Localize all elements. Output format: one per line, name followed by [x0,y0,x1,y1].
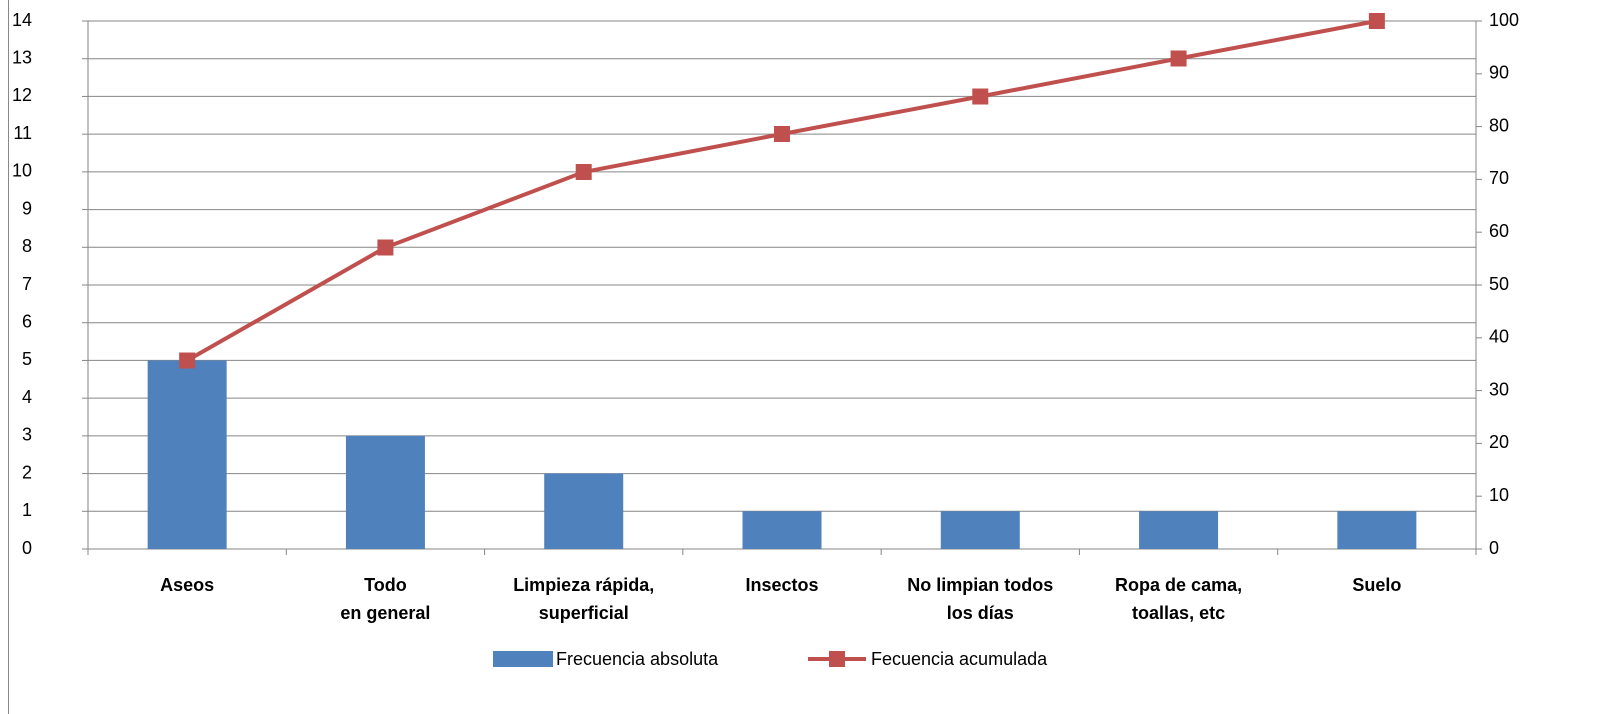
y2-tick-label: 40 [1489,327,1509,347]
marker [179,352,196,369]
y-tick-label: 14 [12,10,32,30]
bar [147,360,227,549]
x-tick-label: No limpian todos los días [907,575,1053,623]
y2-tick-label: 20 [1489,432,1509,452]
y-tick-label: 8 [22,236,32,256]
legend-swatch [493,651,553,667]
marker [972,88,989,105]
y2-tick-label: 10 [1489,485,1509,505]
y2-tick-label: 30 [1489,379,1509,399]
y2-tick-label: 80 [1489,115,1509,135]
y2-tick-label: 70 [1489,168,1509,188]
y-tick-label: 10 [12,161,32,181]
legend-label: Frecuencia absoluta [556,649,719,669]
y2-tick-label: 0 [1489,538,1499,558]
bar [940,511,1020,549]
x-tick-label: Suelo [1352,575,1401,595]
bar [1139,511,1219,549]
y2-tick-label: 50 [1489,274,1509,294]
y-tick-label: 3 [22,425,32,445]
y2-tick-label: 100 [1489,10,1519,30]
bar [345,435,425,549]
y2-tick-label: 60 [1489,221,1509,241]
marker [1170,50,1187,67]
legend-label: Fecuencia acumulada [871,649,1048,669]
marker [377,239,394,256]
x-tick-label: Aseos [160,575,214,595]
marker [774,125,790,142]
y-tick-label: 12 [12,85,32,105]
y-tick-label: 0 [22,538,32,558]
y-tick-label: 2 [22,462,32,482]
marker [1368,13,1385,29]
y-tick-label: 5 [22,349,32,369]
y-tick-label: 1 [22,500,32,520]
y2-tick-label: 90 [1489,63,1509,83]
y-tick-label: 11 [13,123,32,143]
bar [1337,511,1417,549]
line [186,19,1378,363]
y-tick-label: 6 [22,311,32,331]
y-tick-label: 4 [22,387,32,407]
x-tick-label: Ropa de cama, toallas, etc [1115,575,1242,623]
y-tick-label: 9 [22,198,32,218]
y-tick-label: 13 [12,47,32,67]
bar [544,473,624,549]
marker [575,164,592,181]
bar [742,511,822,549]
x-tick-label: Limpieza rápida, superficial [513,575,654,623]
legend-marker [829,651,845,667]
x-tick-label: Insectos [745,575,818,595]
x-tick-label: Todo en general [340,575,430,623]
y-tick-label: 7 [22,274,32,294]
